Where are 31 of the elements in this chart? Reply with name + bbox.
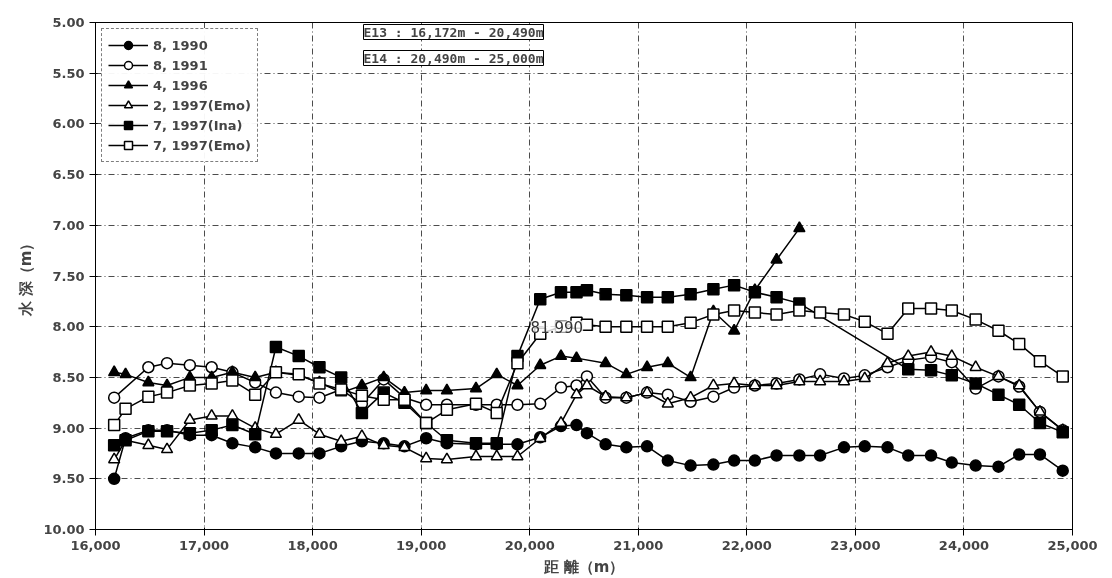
legend-label: 8, 1990 <box>153 37 208 53</box>
x-tick-label: 16,000 <box>70 537 121 553</box>
y-tick-label: 5.50 <box>52 65 85 81</box>
y-tick-label: 7.00 <box>52 217 85 233</box>
x-tick-label: 24,000 <box>938 537 990 553</box>
annotation: E14 : 20,490m - 25,000m <box>363 50 544 66</box>
legend-label: 7, 1997(Emo) <box>153 137 251 153</box>
x-tick-label: 17,000 <box>178 537 230 553</box>
y-tick-label: 9.00 <box>52 420 85 436</box>
y-tick-label: 8.00 <box>52 319 85 335</box>
y-tick-label: 10.00 <box>43 522 85 537</box>
x-tick-label: 18,000 <box>287 537 338 553</box>
x-axis-title: 距 離（m） <box>542 557 625 576</box>
x-tick-label: 23,000 <box>830 537 881 553</box>
y-tick-label: 8.50 <box>52 369 85 385</box>
legend-label: 4, 1996 <box>153 77 208 93</box>
y-tick-label: 6.00 <box>52 116 85 132</box>
legend-label: 2, 1997(Emo) <box>153 97 251 113</box>
legend-label: 7, 1997(Ina) <box>153 117 243 133</box>
y-axis-title: 水 深（m） <box>17 235 36 318</box>
y-tick-label: 5.00 <box>52 15 85 30</box>
legend-label: 8, 1991 <box>153 57 208 73</box>
annotation: E13 : 16,172m - 20,490m <box>363 24 544 40</box>
x-tick-label: 22,000 <box>721 537 772 553</box>
y-tick-label: 6.50 <box>52 167 85 183</box>
y-tick-label: 9.50 <box>52 471 85 487</box>
x-tick-label: 21,000 <box>613 537 664 553</box>
x-tick-label: 19,000 <box>396 537 447 553</box>
y-tick-label: 7.50 <box>52 268 85 284</box>
x-tick-label: 25,000 <box>1047 537 1098 553</box>
x-tick-label: 20,000 <box>504 537 555 553</box>
